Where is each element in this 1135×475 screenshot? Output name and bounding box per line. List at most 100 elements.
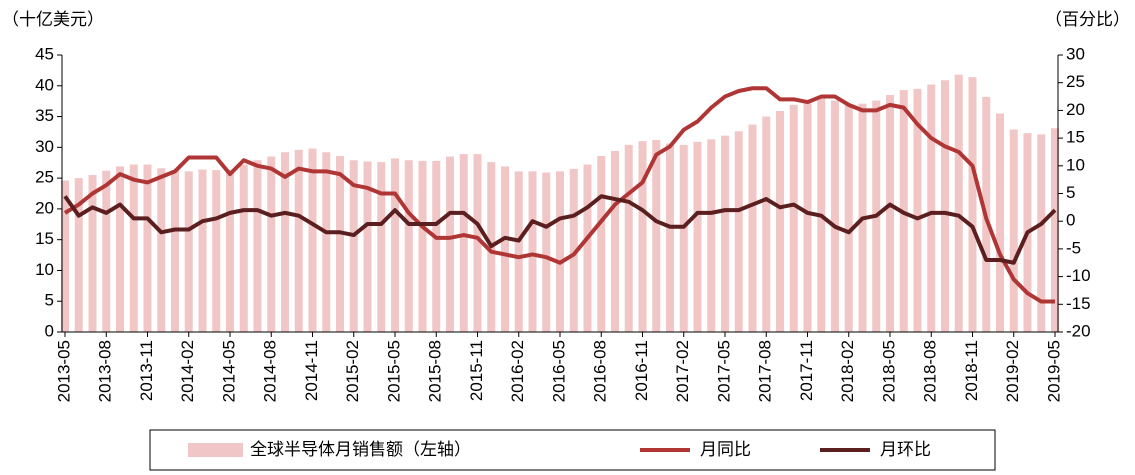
y2-tick-label: 5 <box>1066 183 1075 202</box>
bar <box>693 141 702 332</box>
bar <box>748 124 757 333</box>
x-tick-label: 2015-02 <box>343 340 362 402</box>
bar <box>349 160 358 332</box>
bar <box>803 99 812 333</box>
bar <box>198 169 207 332</box>
bar <box>707 139 716 332</box>
bar <box>734 131 743 332</box>
bar <box>528 171 537 332</box>
bar <box>542 172 551 332</box>
bar <box>996 113 1004 332</box>
x-tick-label: 2013-08 <box>96 340 115 402</box>
y2-tick-label: -15 <box>1066 294 1091 313</box>
y-tick-label: 0 <box>45 321 54 340</box>
x-tick-label: 2016-05 <box>549 340 568 402</box>
bar <box>1037 134 1046 332</box>
bar <box>1009 129 1018 332</box>
bar <box>281 152 289 332</box>
legend-label: 全球半导体月销售额（左轴） <box>250 440 471 460</box>
bar <box>762 116 771 332</box>
y-tick-label: 15 <box>35 229 54 248</box>
y2-tick-label: 25 <box>1066 72 1085 91</box>
y-tick-label: 20 <box>35 198 54 217</box>
x-tick-label: 2019-05 <box>1044 340 1063 402</box>
y-tick-label: 5 <box>45 291 54 310</box>
y2-tick-label: -20 <box>1066 321 1091 340</box>
bar <box>391 158 399 332</box>
x-tick-label: 2015-11 <box>467 340 486 401</box>
y2-tick-label: 0 <box>1066 211 1075 230</box>
bar <box>267 156 276 332</box>
bar <box>913 88 922 332</box>
y-tick-label: 35 <box>35 106 54 125</box>
bar <box>322 152 331 332</box>
bar <box>418 160 427 332</box>
bar <box>968 77 977 332</box>
y-tick-label: 25 <box>35 168 54 187</box>
bar <box>597 155 606 332</box>
x-tick-label: 2014-08 <box>261 340 280 402</box>
bar <box>184 171 193 332</box>
y2-tick-label: 10 <box>1066 155 1085 174</box>
x-tick-label: 2014-11 <box>302 340 321 401</box>
bar <box>129 164 138 332</box>
bar <box>501 166 509 332</box>
bar <box>776 111 784 332</box>
y2-tick-label: 20 <box>1066 100 1085 119</box>
bar <box>652 139 661 332</box>
bar <box>74 178 83 332</box>
y-tick-label: 40 <box>35 75 54 94</box>
bar <box>212 170 221 332</box>
bar <box>377 162 386 332</box>
bar <box>666 143 674 332</box>
bar <box>253 160 262 332</box>
bar <box>88 175 97 332</box>
legend-label: 月同比 <box>700 440 751 460</box>
bar <box>432 160 441 332</box>
bar <box>446 156 454 332</box>
bar <box>171 170 179 332</box>
bar <box>514 171 523 332</box>
bar <box>473 154 482 332</box>
x-tick-label: 2013-11 <box>137 340 156 401</box>
bar <box>679 144 688 332</box>
legend-label: 月环比 <box>880 440 931 460</box>
bar <box>844 105 853 332</box>
y2-tick-label: -5 <box>1066 238 1081 257</box>
x-tick-label: 2016-11 <box>632 340 651 401</box>
x-tick-label: 2017-11 <box>797 340 816 401</box>
line-series <box>63 194 1057 265</box>
bar <box>583 164 592 332</box>
bar <box>789 104 798 332</box>
bar <box>721 135 729 332</box>
bar <box>308 148 317 332</box>
bar <box>611 151 619 332</box>
y-tick-label: 10 <box>35 260 54 279</box>
bar <box>569 168 578 332</box>
legend-box <box>149 429 996 471</box>
bar <box>638 141 647 332</box>
y-tick-label: 30 <box>35 137 54 156</box>
x-tick-label: 2015-08 <box>426 340 445 402</box>
x-tick-label: 2019-02 <box>1003 340 1022 402</box>
x-tick-label: 2014-02 <box>178 340 197 402</box>
bar <box>143 164 152 332</box>
x-tick-label: 2018-05 <box>879 340 898 402</box>
bar <box>941 80 949 332</box>
bar <box>102 170 111 332</box>
legend-swatch <box>188 443 243 457</box>
y2-tick-label: -10 <box>1066 266 1091 285</box>
bar <box>239 164 248 332</box>
bar <box>336 155 344 332</box>
bar <box>954 74 963 332</box>
x-tick-label: 2013-05 <box>54 340 73 402</box>
y-axis-label: （十亿美元） <box>2 10 104 30</box>
bar <box>556 171 564 332</box>
x-tick-label: 2018-02 <box>838 340 857 402</box>
bar <box>886 95 894 332</box>
y2-axis-label: （百分比） <box>1045 10 1130 30</box>
bar <box>157 168 166 332</box>
x-tick-label: 2017-02 <box>673 340 692 402</box>
y2-tick-label: 30 <box>1066 44 1085 63</box>
